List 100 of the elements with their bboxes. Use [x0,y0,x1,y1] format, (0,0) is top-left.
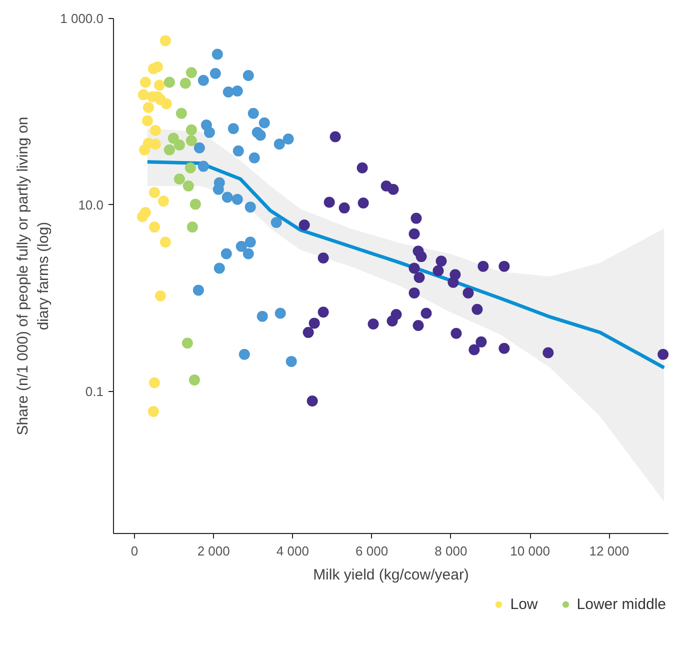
x-tick-label: 10 000 [510,544,550,558]
point [498,260,510,272]
point [184,162,196,174]
point [388,184,399,195]
point [220,248,232,260]
point [148,222,160,233]
point [154,80,165,91]
point [212,48,223,60]
point [248,108,259,119]
point [462,287,474,298]
point [286,356,297,367]
point [244,202,256,213]
point [214,262,225,274]
point [138,89,149,100]
point [258,117,270,128]
x-tick-label: 0 [130,544,138,558]
point [186,222,198,233]
legend-label: Lower middle [576,596,666,612]
point [478,260,489,272]
point [282,134,294,145]
point [270,216,282,228]
point [142,115,153,126]
point [138,144,150,156]
point [160,236,171,248]
point [356,162,368,174]
point [448,276,459,288]
point [194,142,205,154]
point [174,140,185,150]
point [190,198,201,210]
point [174,174,185,184]
point [450,328,462,339]
x-tick-label: 6 000 [356,544,388,558]
point [182,180,194,192]
point [232,85,243,96]
point [186,135,197,146]
point [204,126,215,138]
point [140,76,151,88]
point [152,61,163,72]
legend-label: Low [510,596,538,612]
point [222,192,233,203]
point [324,196,335,208]
point [658,348,668,360]
line-series [146,160,666,370]
point [498,342,510,354]
point [232,194,243,205]
point [236,240,247,252]
point [302,326,314,338]
point [164,76,175,88]
point [242,248,254,260]
point [414,272,425,283]
point [158,196,169,207]
point [150,124,161,136]
point [148,406,159,417]
point [432,265,444,276]
point [136,211,148,222]
point [274,138,285,150]
point [228,123,239,134]
point [408,262,420,274]
point [242,70,254,81]
point [182,338,193,349]
point [308,318,320,329]
point [416,251,427,262]
point [542,347,554,358]
point [436,256,447,267]
point [358,198,369,209]
x-tick-label: 8 000 [434,544,468,558]
point [318,252,329,264]
point [318,306,329,318]
point [386,316,398,326]
point [476,336,487,348]
point [164,144,175,156]
point [254,130,266,141]
point [192,284,204,296]
point [412,320,424,332]
point [198,160,209,172]
point [248,152,260,164]
point [198,74,209,86]
x-tick-label: 2 000 [197,544,230,558]
point [180,78,191,89]
y-tick-label: 1 000.0 [60,11,104,26]
point [472,304,483,315]
y-axis-title: Share (n/1 000) of people fully or partly living on diary farms (log) [14,116,52,436]
point [210,68,221,80]
point [168,132,179,144]
point [232,145,244,156]
point [160,35,171,46]
point [148,377,160,388]
point [188,374,200,386]
point [238,348,250,360]
point [186,67,197,78]
point [222,86,234,98]
y-tick-label: 10.0 [78,197,104,212]
point [410,212,422,224]
point [368,318,379,330]
point [160,98,172,110]
point [408,287,420,298]
point [274,308,286,319]
point [468,344,480,356]
y-tick-label: 0.1 [85,384,104,399]
point [148,187,160,198]
